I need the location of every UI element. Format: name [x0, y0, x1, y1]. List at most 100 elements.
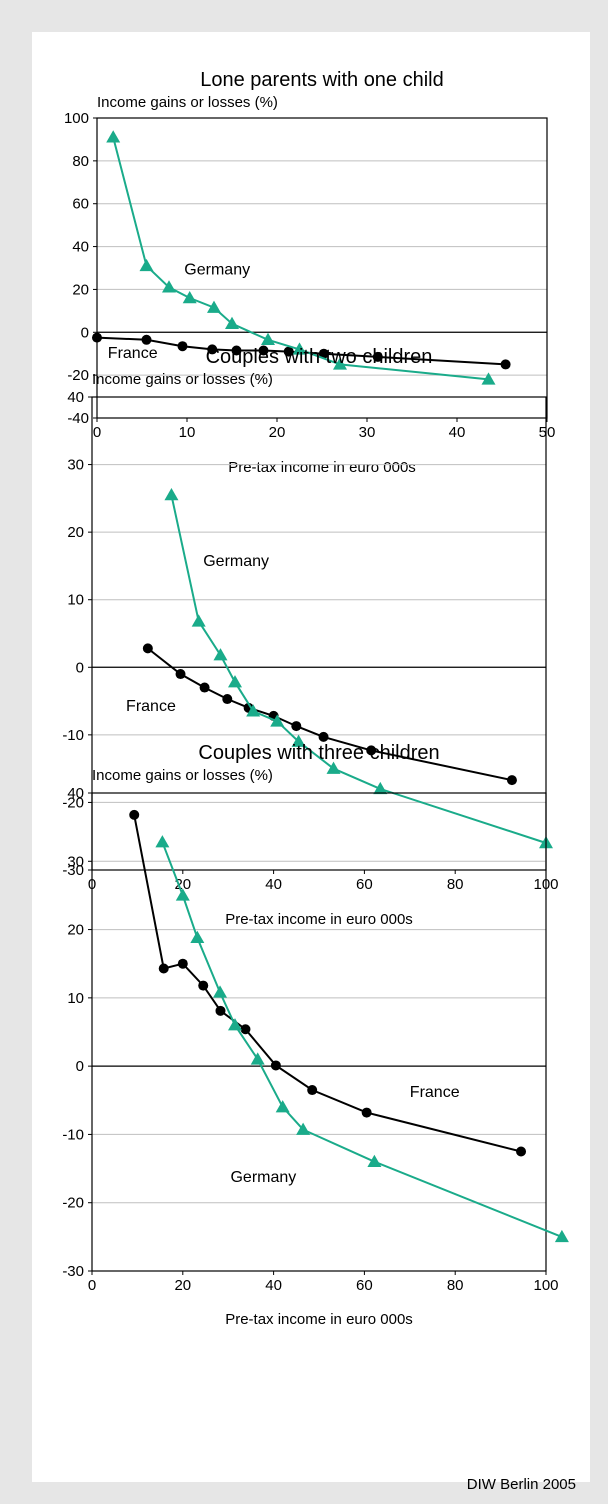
chart-3-ytick-label: 20 — [67, 922, 84, 939]
chart-2-xlabel: Pre-tax income in euro 000s — [225, 911, 413, 928]
chart-2-germany-point — [373, 781, 388, 795]
chart-1-ytick-label: 0 — [81, 324, 89, 341]
chart-1-ytick-label: -40 — [67, 410, 89, 427]
chart-2-france-point — [142, 643, 153, 654]
chart-2-france-point — [291, 721, 302, 732]
chart-3-germany-point — [175, 888, 190, 901]
chart-1-germany-point — [207, 300, 221, 313]
chart-1-germany-point — [162, 280, 176, 293]
chart-3-xtick-label: 20 — [174, 1277, 191, 1294]
chart-3-germany-point — [228, 1018, 243, 1031]
chart-2-ytick-label: 40 — [67, 389, 84, 406]
chart-3-xlabel: Pre-tax income in euro 000s — [225, 1311, 413, 1328]
chart-1-ytick-label: 100 — [64, 110, 89, 127]
chart-3-germany-point — [250, 1052, 265, 1065]
chart-2-germany-point — [291, 734, 306, 747]
chart-1-france-point — [207, 344, 218, 355]
source-credit: DIW Berlin 2005 — [466, 1476, 576, 1493]
chart-1-germany-point — [292, 342, 307, 355]
figure-frame: Lone parents with one child Income gains … — [14, 12, 594, 1493]
chart-2-ytick-label: 20 — [67, 524, 84, 541]
chart-1-ytick-label: 20 — [72, 281, 89, 298]
chart-1-series-label-germany: Germany — [184, 261, 250, 278]
chart-2-germany-point — [164, 487, 179, 501]
chart-1-plot-frame — [96, 117, 548, 419]
chart-3-title: Couples with three children — [198, 742, 439, 764]
chart-1-xtick-label: 0 — [93, 424, 101, 441]
chart-3-xtick-label: 0 — [88, 1277, 96, 1294]
chart-2-germany-line — [170, 494, 547, 844]
chart-1-france-point — [318, 348, 329, 359]
chart-1-germany-line — [112, 137, 489, 381]
chart-1-germany-point — [139, 258, 154, 272]
chart-1-france-point — [92, 332, 102, 343]
chart-3-germany-point — [296, 1122, 311, 1135]
chart-2-ylabel: Income gains or losses (%) — [92, 371, 273, 388]
chart-3-ylabel: Income gains or losses (%) — [92, 767, 273, 784]
chart-2-ytick-label: 10 — [67, 592, 84, 609]
chart-2-xtick-label: 80 — [447, 876, 464, 893]
chart-2-xtick-label: 20 — [174, 876, 191, 893]
chart-3-series-label-france: France — [410, 1084, 460, 1101]
chart-2-germany-point — [228, 675, 243, 688]
chart-1-ytick-label: 60 — [72, 196, 89, 213]
chart-3-france-point — [177, 958, 188, 969]
chart-1-germany-point — [106, 130, 121, 143]
chart-2-france-point — [318, 731, 329, 742]
chart-2-france-point — [506, 775, 517, 786]
chart-1-ylabel: Income gains or losses (%) — [97, 94, 278, 111]
chart-2-xtick-label: 40 — [265, 876, 282, 893]
chart-3-germany-point — [190, 930, 205, 944]
chart-1-france-point — [500, 359, 511, 370]
chart-3-france-line — [133, 814, 522, 1153]
chart-3-xtick-label: 100 — [533, 1277, 558, 1294]
chart-1-xtick-label: 20 — [269, 424, 286, 441]
chart-1-xtick-label: 40 — [449, 424, 466, 441]
chart-1-france-point — [283, 346, 294, 357]
chart-1-france-point — [231, 345, 242, 356]
chart-3-france-point — [270, 1060, 281, 1071]
chart-3-germany-line — [161, 841, 563, 1238]
chart-1-germany-point — [261, 332, 275, 346]
chart-1-xtick-label: 50 — [539, 424, 556, 441]
chart-2-title: Couples with two children — [206, 346, 433, 368]
chart-3-germany-point — [367, 1154, 382, 1167]
chart-3-ytick-label: 10 — [67, 990, 84, 1007]
chart-3-ytick-label: 30 — [67, 853, 84, 870]
charts-canvas: Lone parents with one child Income gains … — [62, 69, 569, 1328]
chart-1-france-line — [96, 336, 506, 366]
chart-2-germany-point — [326, 761, 341, 774]
chart-3-xtick-label: 40 — [265, 1277, 282, 1294]
chart-3-france-point — [158, 963, 169, 974]
chart-3-xtick-label: 60 — [356, 1277, 373, 1294]
chart-3-series-label-germany: Germany — [230, 1169, 296, 1186]
chart-2-germany-point — [270, 714, 285, 727]
chart-3-france-point — [215, 1005, 226, 1016]
chart-3-germany-point — [275, 1100, 290, 1113]
chart-1-germany-point — [182, 291, 197, 304]
chart-2-ytick-label: 30 — [67, 457, 84, 474]
chart-2-series-label-germany: Germany — [203, 553, 269, 570]
chart-3-france-point — [240, 1024, 251, 1035]
chart-1-germany-point — [333, 357, 347, 370]
chart-1-xtick-label: 10 — [179, 424, 196, 441]
chart-2-germany-point — [191, 614, 206, 627]
chart-1-ytick-label: 40 — [72, 239, 89, 256]
chart-3-plot-frame — [91, 792, 547, 1272]
chart-3-germany-point — [213, 985, 228, 998]
chart-1-france-point — [258, 345, 269, 356]
chart-1-germany-point — [481, 372, 496, 385]
chart-3-france-point — [129, 809, 140, 820]
chart-3-france-point — [307, 1085, 318, 1096]
chart-2-france-point — [366, 745, 377, 756]
chart-1-ytick-label: 80 — [72, 153, 89, 170]
chart-2-france-point — [222, 694, 233, 705]
chart-1-france-point — [372, 351, 383, 362]
chart-2-series-label-france: France — [126, 698, 176, 715]
chart-1-series-label-france: France — [108, 345, 158, 362]
chart-2-ytick-label: -10 — [62, 727, 84, 744]
chart-3-ytick-label: -30 — [62, 1263, 84, 1280]
figure-panel: Lone parents with one child Income gains … — [32, 32, 590, 1493]
chart-1-title: Lone parents with one child — [200, 69, 444, 91]
chart-3-germany-point — [155, 835, 170, 848]
